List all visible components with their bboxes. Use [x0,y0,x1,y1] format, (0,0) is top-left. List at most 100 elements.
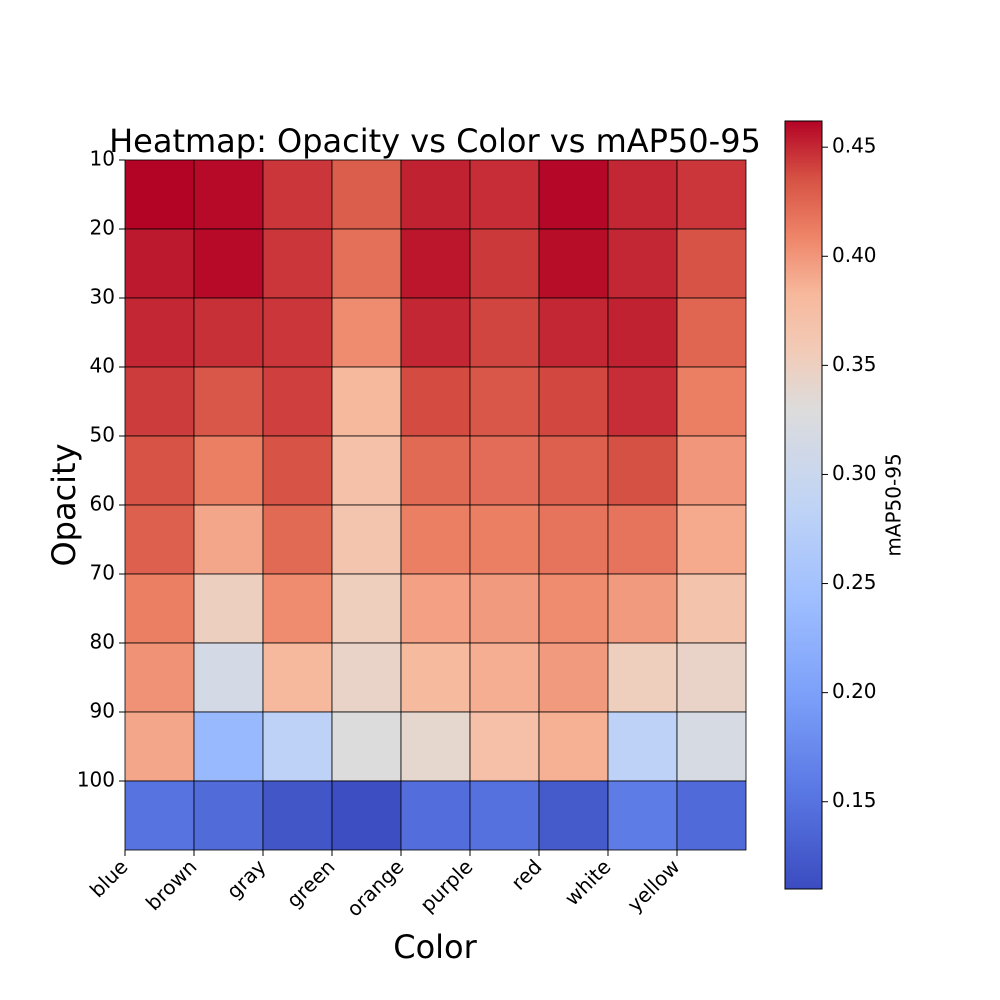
heatmap-cell [262,159,333,230]
heatmap-cell [193,711,264,782]
heatmap-cell [607,435,678,506]
heatmap-cell [469,711,540,782]
heatmap-cell [262,573,333,644]
colorbar-tick-label: 0.25 [832,570,877,594]
heatmap-cell [400,642,471,713]
heatmap-cell [538,711,609,782]
y-axis-label: Opacity [45,443,83,566]
heatmap-cell [676,297,747,368]
x-tick-label: white [560,855,616,911]
colorbar-tick-label: 0.20 [832,679,877,703]
heatmap-cell [124,642,195,713]
heatmap-cell [676,228,747,299]
colorbar-tick-label: 0.45 [832,134,877,158]
y-tick-label: 50 [90,423,115,447]
heatmap-cell [124,435,195,506]
x-tick-label: purple [415,855,477,917]
heatmap-cell [676,366,747,437]
heatmap-cells [124,159,747,851]
heatmap-cell [262,435,333,506]
colorbar-tick-label: 0.15 [832,788,877,812]
heatmap-cell [400,297,471,368]
heatmap-cell [124,159,195,230]
heatmap-cell [193,228,264,299]
y-tick-label: 10 [90,147,115,171]
x-tick-labels: blue brown gray green orange purple red white ye… [85,850,685,921]
heatmap-cell [262,366,333,437]
heatmap-cell [331,504,402,575]
colorbar-tick-label: 0.40 [832,243,877,267]
heatmap-cell [193,780,264,851]
y-tick-label: 40 [90,354,115,378]
heatmap-cell [400,159,471,230]
heatmap-cell [331,159,402,230]
heatmap-cell [124,504,195,575]
heatmap-cell [193,297,264,368]
heatmap-cell [262,228,333,299]
y-tick-label: 30 [90,285,115,309]
y-tick-label: 90 [90,699,115,723]
heatmap-cell [469,573,540,644]
heatmap-cell [124,573,195,644]
heatmap-cell [193,366,264,437]
colorbar-tick-label: 0.30 [832,461,877,485]
colorbar-ticks: 0.15 0.20 0.25 0.30 0.35 0.40 0.45 [822,134,877,812]
heatmap-cell [400,366,471,437]
heatmap-cell [676,504,747,575]
heatmap-cell [262,504,333,575]
heatmap-cell [262,780,333,851]
heatmap-cell [124,780,195,851]
heatmap-cell [124,366,195,437]
heatmap-cell [193,504,264,575]
x-tick-label: red [506,855,546,895]
heatmap-cell [607,159,678,230]
colorbar-label: mAP50-95 [882,453,906,556]
heatmap-cell [124,297,195,368]
heatmap-cell [538,780,609,851]
heatmap-cell [676,711,747,782]
heatmap-cell [676,573,747,644]
heatmap-cell [607,504,678,575]
heatmap-cell [676,780,747,851]
heatmap-cell [676,642,747,713]
y-tick-label: 20 [90,216,115,240]
heatmap-cell [331,573,402,644]
heatmap-cell [676,159,747,230]
x-tick-label: orange [342,855,409,922]
heatmap-cell [469,366,540,437]
heatmap-cell [469,228,540,299]
heatmap-cell [607,573,678,644]
heatmap-cell [124,711,195,782]
heatmap-cell [331,228,402,299]
heatmap-cell [538,642,609,713]
colorbar [784,120,823,890]
heatmap-cell [538,573,609,644]
heatmap-cell [469,780,540,851]
heatmap-cell [607,642,678,713]
heatmap-cell [400,228,471,299]
y-tick-labels: 10 20 30 40 50 60 70 80 90 100 [77,147,125,792]
heatmap-cell [124,228,195,299]
heatmap-cell [331,642,402,713]
heatmap-cell [400,504,471,575]
heatmap-cell [193,642,264,713]
heatmap-cell [538,297,609,368]
heatmap-cell [400,573,471,644]
x-tick-label: yellow [622,855,684,917]
heatmap-cell [538,504,609,575]
heatmap-cell [538,435,609,506]
heatmap-cell [607,780,678,851]
heatmap-cell [400,435,471,506]
y-tick-label: 100 [77,768,115,792]
heatmap-cell [607,711,678,782]
y-tick-label: 70 [90,561,115,585]
heatmap-cell [262,642,333,713]
heatmap-cell [538,228,609,299]
x-tick-label: blue [85,855,133,903]
heatmap-cell [331,297,402,368]
heatmap-cell [193,159,264,230]
y-tick-label: 80 [90,630,115,654]
heatmap-cell [469,159,540,230]
x-axis-label: Color [393,928,477,966]
